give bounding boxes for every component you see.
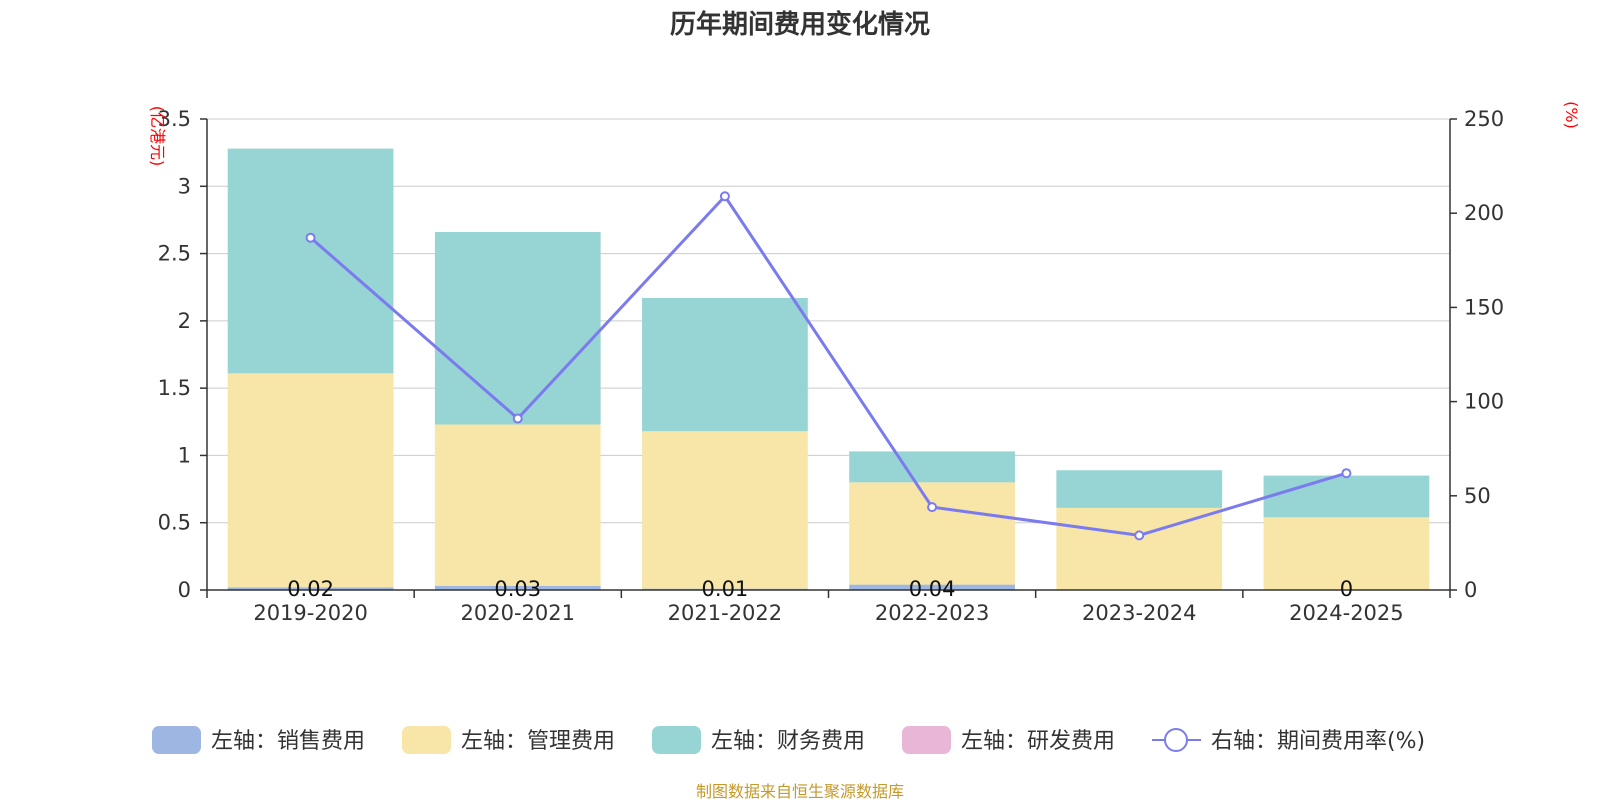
left-tick-label: 3.5 — [158, 107, 191, 131]
right-tick-label: 200 — [1464, 201, 1504, 225]
legend-label: 左轴：研发费用 — [961, 729, 1115, 754]
bar-segment — [642, 431, 808, 589]
bar-segment — [227, 587, 394, 590]
legend-label: 右轴：期间费用率(%) — [1211, 729, 1425, 754]
bar-segment — [1263, 517, 1430, 590]
bar-segment — [1056, 470, 1223, 508]
right-tick-label: 0 — [1464, 578, 1477, 602]
rate-line — [305, 191, 1352, 541]
legend-label: 左轴：销售费用 — [211, 729, 365, 754]
rate-point — [305, 232, 316, 243]
bar-labels: 0.02 0.03 0.01 0.04 0 — [287, 577, 1353, 601]
left-tick-label: 0 — [178, 578, 191, 602]
right-tick-label: 250 — [1464, 107, 1504, 131]
bar-segment — [434, 585, 601, 590]
rate-point — [1341, 468, 1352, 479]
bar-segment — [642, 297, 808, 432]
legend: 左轴：销售费用 左轴：管理费用 左轴：财务费用 左轴：研发费用 右轴：期间费用率(%) — [152, 726, 1425, 754]
bar-segment — [849, 584, 1015, 590]
right-axis-unit: (%) — [1562, 101, 1581, 129]
bar-value-label: 0.02 — [287, 577, 334, 601]
legend-swatch — [152, 726, 201, 754]
right-tick-label: 150 — [1464, 295, 1504, 319]
rate-point — [719, 191, 730, 202]
bar-segment — [227, 148, 394, 374]
left-tick-label: 1.5 — [158, 376, 191, 400]
left-tick-label: 2.5 — [158, 242, 191, 266]
legend-swatch — [902, 726, 951, 754]
right-tick-label: 100 — [1464, 390, 1504, 414]
bars — [227, 148, 1430, 590]
left-axis-unit: (亿港元) — [148, 106, 167, 167]
bar-segment — [1263, 475, 1430, 518]
left-tick-label: 2 — [178, 309, 191, 333]
rate-point — [512, 413, 523, 424]
legend-label: 左轴：管理费用 — [461, 729, 615, 754]
rate-point — [927, 502, 938, 513]
bar-segment — [849, 482, 1015, 585]
legend-swatch — [402, 726, 451, 754]
x-tick-label: 2021-2022 — [668, 601, 782, 625]
legend-marker — [1164, 728, 1188, 752]
bar-segment — [849, 451, 1015, 483]
x-tick-label: 2023-2024 — [1082, 601, 1196, 625]
bar-value-label: 0 — [1340, 577, 1353, 601]
x-tick-label: 2022-2023 — [875, 601, 989, 625]
bar-segment — [1056, 507, 1223, 590]
legend-swatch — [652, 726, 701, 754]
bar-value-label: 0.01 — [702, 577, 749, 601]
bar-value-label: 0.04 — [909, 577, 956, 601]
right-tick-label: 50 — [1464, 484, 1491, 508]
source-footer: 制图数据来自恒生聚源数据库 — [695, 782, 904, 801]
left-tick-label: 1 — [178, 443, 191, 467]
rate-line-path — [309, 193, 1347, 537]
rate-point — [1134, 530, 1145, 541]
x-tick-label: 2024-2025 — [1289, 601, 1403, 625]
bar-value-label: 0.03 — [494, 577, 541, 601]
x-tick-label: 2019-2020 — [253, 601, 367, 625]
bar-segment — [227, 373, 394, 588]
bar-segment — [434, 424, 601, 586]
axes: 0 0.5 1 1.5 2 2.5 3 3.5 0 50 100 150 200 250 2019-2020… — [148, 101, 1581, 625]
left-tick-label: 3 — [178, 174, 191, 198]
legend-label: 左轴：财务费用 — [711, 729, 865, 754]
left-tick-label: 0.5 — [158, 511, 191, 535]
x-tick-label: 2020-2021 — [461, 601, 575, 625]
chart-title: 历年期间费用变化情况 — [669, 10, 930, 40]
gridlines — [207, 118, 1450, 524]
bar-segment — [434, 232, 601, 425]
